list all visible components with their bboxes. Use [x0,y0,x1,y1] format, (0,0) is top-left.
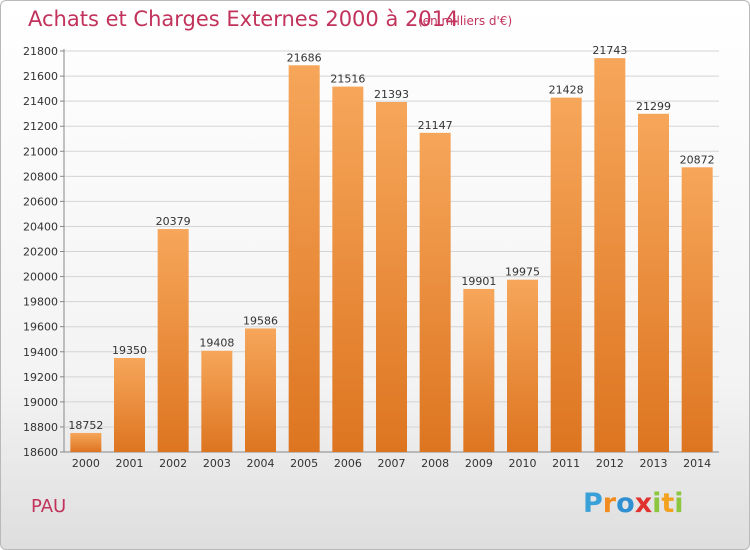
bar-2001 [114,358,145,452]
x-tick-label: 2000 [72,457,100,470]
x-tick-label: 2014 [683,457,711,470]
y-tick-label: 19800 [23,296,58,309]
x-tick-label: 2012 [596,457,624,470]
bar-2013 [638,113,669,453]
y-tick-label: 18800 [23,421,58,434]
y-tick-label: 20000 [23,271,58,284]
chart-title: Achats et Charges Externes 2000 à 2014 [28,7,459,31]
bar-2010 [507,279,538,452]
x-tick-label: 2005 [290,457,318,470]
bar-2009 [463,288,495,452]
place-name: PAU [31,496,67,517]
logo-letter: i [652,488,662,519]
x-tick-label: 2001 [116,457,144,470]
data-labels: 18752 19350 20379 19408 19586 21686 21516 21393… [68,44,714,432]
logo-letter: t [661,488,675,519]
x-tick-label: 2007 [378,457,406,470]
data-label: 19975 [505,266,540,279]
y-tick-label: 19200 [23,371,58,384]
y-tick-label: 21800 [23,45,58,58]
x-tick-label: 2009 [465,457,493,470]
y-tick-label: 21000 [23,145,58,158]
bars [70,58,713,453]
y-tick-label: 21400 [23,95,58,108]
logo-letter: i [674,488,684,519]
data-label: 18752 [68,419,103,432]
y-tick-label: 19400 [23,346,58,359]
x-tick-label: 2013 [640,457,668,470]
logo-letter: r [602,488,617,519]
y-tick-label: 20200 [23,246,58,259]
bar-2002 [157,229,189,452]
data-label: 21516 [330,73,365,86]
bar-2004 [245,328,276,452]
bar-2005 [288,65,320,453]
y-tick-label: 21200 [23,120,58,133]
y-tick-label: 19000 [23,396,58,409]
logo-letter: x [634,488,653,519]
x-tick-label: 2004 [247,457,275,470]
y-tick-label: 20800 [23,170,58,183]
x-tick-label: 2011 [552,457,580,470]
data-label: 21743 [592,44,627,57]
y-tick-label: 19600 [23,321,58,334]
y-tick-label: 18600 [23,446,58,459]
bar-2003 [201,350,233,452]
proxiti-logo[interactable]: Proxiti [583,488,684,519]
data-label: 20379 [156,215,191,228]
data-label: 19586 [243,314,278,327]
data-label: 21393 [374,88,409,101]
x-tick-label: 2006 [334,457,362,470]
y-tick-label: 20600 [23,195,58,208]
x-tick-label: 2010 [509,457,537,470]
bar-2007 [376,102,407,452]
bar-2012 [594,58,626,452]
chart-subtitle: (en milliers d'€) [418,14,513,28]
data-label: 19408 [199,337,234,350]
data-label: 21299 [636,100,671,113]
bar-2000 [70,432,102,452]
data-label: 19350 [112,344,147,357]
data-label: 19901 [461,275,496,288]
logo-letter: P [583,488,603,519]
bar-2006 [332,86,364,453]
data-label: 21428 [549,84,584,97]
logo-letter: o [616,488,635,519]
x-tick-label: 2002 [159,457,187,470]
x-tick-label: 2003 [203,457,231,470]
bar-2008 [419,132,451,453]
x-tick-label: 2008 [421,457,449,470]
bar-2014 [681,167,713,453]
data-label: 21147 [418,119,453,132]
bar-2011 [550,97,582,453]
data-label: 20872 [680,153,715,166]
y-tick-label: 20400 [23,220,58,233]
x-axis-ticks: 2000 2001 2002 2003 2004 2005 2006 2007 2008 2009… [72,457,711,470]
y-tick-label: 21600 [23,70,58,83]
data-label: 21686 [287,51,322,64]
